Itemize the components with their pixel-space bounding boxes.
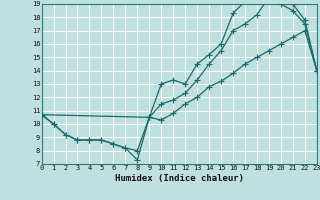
X-axis label: Humidex (Indice chaleur): Humidex (Indice chaleur)	[115, 174, 244, 183]
